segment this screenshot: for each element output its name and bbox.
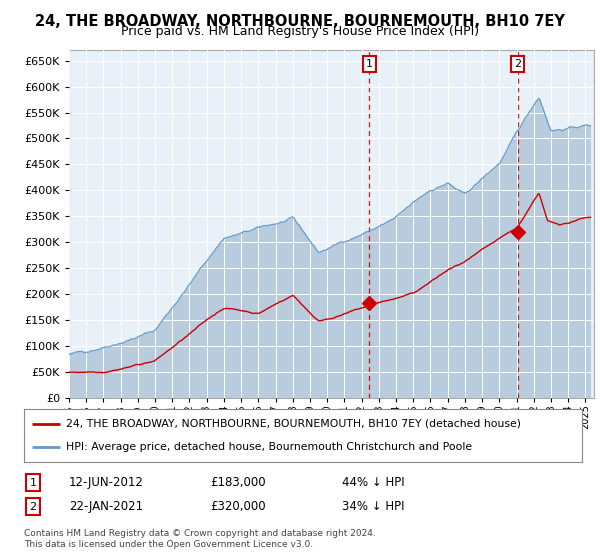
Text: 2: 2	[514, 59, 521, 69]
Text: 24, THE BROADWAY, NORTHBOURNE, BOURNEMOUTH, BH10 7EY (detached house): 24, THE BROADWAY, NORTHBOURNE, BOURNEMOU…	[66, 419, 521, 429]
Text: 1: 1	[366, 59, 373, 69]
Text: 2: 2	[29, 502, 37, 512]
Text: £183,000: £183,000	[210, 476, 266, 489]
Text: 34% ↓ HPI: 34% ↓ HPI	[342, 500, 404, 514]
Text: £320,000: £320,000	[210, 500, 266, 514]
Text: HPI: Average price, detached house, Bournemouth Christchurch and Poole: HPI: Average price, detached house, Bour…	[66, 442, 472, 452]
Text: 12-JUN-2012: 12-JUN-2012	[69, 476, 144, 489]
Text: 22-JAN-2021: 22-JAN-2021	[69, 500, 143, 514]
Text: Contains HM Land Registry data © Crown copyright and database right 2024.
This d: Contains HM Land Registry data © Crown c…	[24, 529, 376, 549]
Text: Price paid vs. HM Land Registry's House Price Index (HPI): Price paid vs. HM Land Registry's House …	[121, 25, 479, 38]
Text: 44% ↓ HPI: 44% ↓ HPI	[342, 476, 404, 489]
Text: 24, THE BROADWAY, NORTHBOURNE, BOURNEMOUTH, BH10 7EY: 24, THE BROADWAY, NORTHBOURNE, BOURNEMOU…	[35, 14, 565, 29]
Text: 1: 1	[29, 478, 37, 488]
